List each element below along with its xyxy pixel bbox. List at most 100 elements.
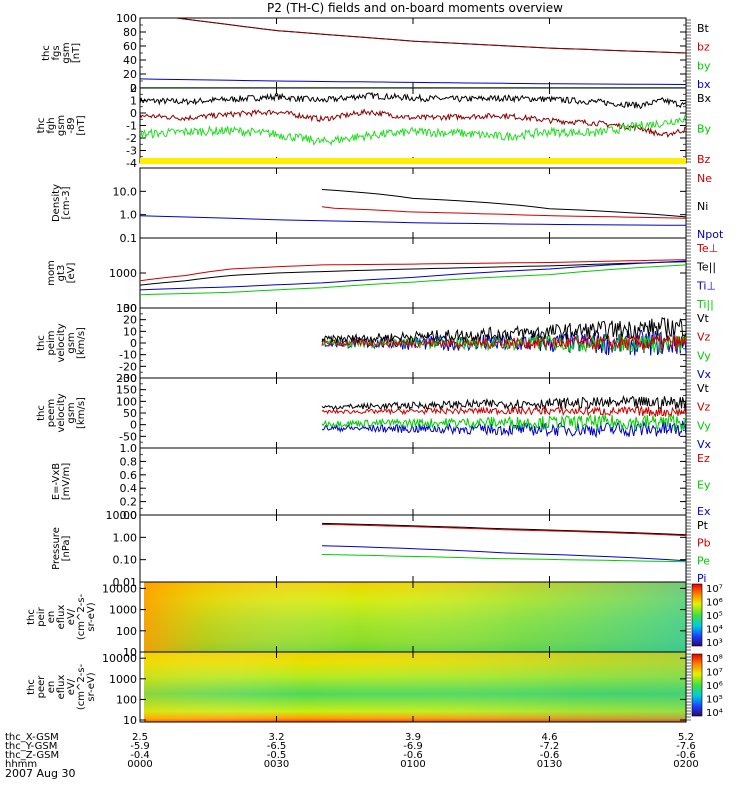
- y-tick-label: -1: [126, 120, 137, 133]
- y-tick-label: 1: [130, 95, 137, 108]
- y-axis-label: eflux: [56, 605, 67, 630]
- y-tick-label: 20: [123, 68, 137, 81]
- y-tick-label: 80: [123, 26, 137, 39]
- y-axis-label: thc: [36, 335, 47, 351]
- legend-entry: Pe: [697, 554, 710, 567]
- x-tick-label: 0130: [537, 759, 562, 770]
- y-tick-label: 0.10: [113, 554, 138, 567]
- y-tick-label: 10000: [102, 582, 137, 595]
- series-group: [140, 91, 686, 147]
- y-tick-label: 200: [116, 372, 137, 385]
- series-line-Bx: [140, 91, 686, 110]
- y-axis-label: mom: [46, 260, 57, 286]
- series-line-Pt: [321, 522, 686, 536]
- y-tick-label: 50: [123, 407, 137, 420]
- series-line-Te⊥: [140, 259, 686, 282]
- legend-entry: Bz: [697, 153, 711, 166]
- colorbar-peer: 10⁴ 10⁵ 10⁶ 10⁷ 10⁸: [691, 653, 723, 719]
- y-tick-label: 1000: [109, 267, 137, 280]
- spectrogram-shading-peer: [140, 652, 686, 722]
- x-tick-label: -0.5: [267, 750, 287, 761]
- x-tick-label: 3.9: [405, 732, 421, 743]
- x-axis-row-label: thc_Y-GSM: [5, 741, 57, 752]
- date-label: 2007 Aug 30: [5, 767, 75, 780]
- panel-density: 0.1 1.0 10.0 Density [cm-3] Ne Ni Npot: [51, 167, 724, 245]
- series-line-Pe: [321, 554, 686, 563]
- colorbar-rect: [691, 583, 703, 647]
- y-axis-label: [eV]: [66, 263, 77, 284]
- panel-frame: [139, 447, 687, 516]
- y-tick-label: 0.01: [113, 576, 138, 589]
- legend-entry: Ne: [697, 172, 712, 185]
- y-axis-label: (cm^2-s-: [76, 663, 87, 710]
- y-tick-label: -50: [119, 430, 137, 443]
- legend-entry: Npot: [697, 228, 724, 241]
- y-tick-label: 1.00: [113, 531, 138, 544]
- series-line-bx: [140, 78, 686, 85]
- legend-entry: Vz: [697, 331, 711, 344]
- y-tick-label: -4: [126, 157, 137, 170]
- y-tick-label: -3: [126, 145, 137, 158]
- legend-entry: Vt: [697, 312, 710, 325]
- legend-entry: Pt: [697, 519, 709, 532]
- y-axis-label: thc: [26, 609, 37, 625]
- y-tick-label: 60: [123, 40, 137, 53]
- y-axis-label: eV/: [66, 678, 77, 695]
- x-tick-label: 0000: [127, 759, 152, 770]
- legend-entry: Ni: [697, 200, 708, 213]
- y-tick-label: 100: [116, 395, 137, 408]
- y-axis-label: thc: [41, 45, 52, 61]
- colorbar-tick-label: 10³: [706, 638, 723, 649]
- y-tick-label: 20: [123, 314, 137, 327]
- series-line-Vt: [321, 395, 686, 411]
- legend-entry: Ti||: [696, 298, 714, 311]
- x-tick-label: -5.9: [130, 741, 150, 752]
- panel-peir: 10³ 10⁴ 10⁵ 10⁶ 10⁷ 10 100 1000 10000 thc peir en ef…: [26, 581, 723, 659]
- legend-entry: Ti⊥: [696, 279, 716, 292]
- y-tick-label: 0: [130, 419, 137, 432]
- y-tick-label: 100: [116, 625, 137, 638]
- y-axis-label: gsm: [56, 115, 67, 136]
- series-line-Vt: [321, 316, 686, 344]
- x-tick-label: -6.5: [267, 741, 287, 752]
- y-tick-label: 10: [123, 646, 137, 659]
- y-axis-label: peer: [36, 675, 47, 699]
- series-group: [321, 316, 686, 356]
- series-line-Npot: [140, 215, 686, 226]
- y-axis-label: eV/: [66, 608, 77, 625]
- y-axis-label: peim: [46, 330, 57, 355]
- legend-entry: Vx: [697, 438, 712, 451]
- y-tick-label: 150: [116, 384, 137, 397]
- y-tick-label: 100: [116, 302, 137, 315]
- legend-entry: bx: [697, 78, 711, 91]
- legend-entry: Vx: [697, 368, 712, 381]
- y-axis-label: -89: [66, 117, 77, 133]
- y-axis-label: [cm-3]: [61, 186, 72, 219]
- series-group: [140, 259, 686, 296]
- series-line-Ti||: [140, 264, 686, 296]
- legend-entry: Te||: [696, 261, 716, 274]
- series-group: [321, 522, 686, 563]
- y-axis-label: [km/s]: [76, 397, 87, 429]
- y-tick-label: 0.2: [120, 496, 138, 509]
- y-tick-label: 0: [130, 107, 137, 120]
- y-tick-label: 30: [123, 302, 137, 315]
- y-axis-label: (cm^2-s-: [76, 593, 87, 640]
- colorbar-tick-label: 10⁶: [706, 598, 723, 609]
- x-axis-row-label: thc_X-GSM: [5, 732, 59, 743]
- y-tick-label: 100: [116, 12, 137, 25]
- y-axis-label: sr-eV): [86, 602, 97, 631]
- series-line-Ni: [321, 189, 686, 218]
- series-group: [140, 18, 686, 88]
- y-tick-label: 1.0: [120, 209, 138, 222]
- series-line-By: [140, 114, 686, 147]
- spectrogram-shading-peir: [140, 582, 686, 652]
- legend-entry: bz: [697, 41, 710, 54]
- y-axis-label: sr-eV): [86, 672, 97, 701]
- y-axis-label: peir: [36, 606, 47, 626]
- colorbar-rect: [691, 653, 703, 717]
- y-tick-label: 0: [130, 82, 137, 95]
- legend-entry: Vy: [697, 419, 711, 432]
- series-line-Vz: [321, 405, 686, 418]
